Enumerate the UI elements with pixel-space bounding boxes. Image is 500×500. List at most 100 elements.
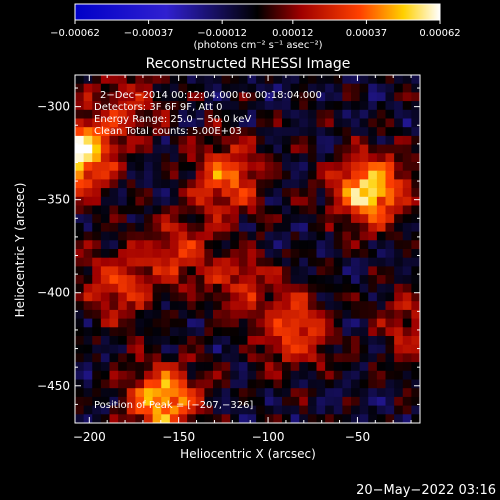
heatmap-cell: [368, 127, 378, 137]
heatmap-cell: [256, 109, 266, 120]
heatmap-cell: [359, 179, 369, 189]
heatmap-cell: [394, 301, 404, 311]
heatmap-cell: [109, 205, 119, 215]
heatmap-cell: [299, 344, 309, 354]
heatmap-cell: [83, 388, 93, 398]
heatmap-cell: [187, 301, 197, 311]
heatmap-cell: [256, 240, 266, 250]
heatmap-cell: [178, 179, 188, 189]
heatmap-cell: [135, 275, 145, 285]
heatmap-cell: [273, 249, 283, 259]
heatmap-cell: [178, 92, 188, 102]
heatmap-cell: [187, 318, 197, 328]
heatmap-cell: [126, 153, 136, 163]
heatmap-cell: [307, 75, 318, 85]
heatmap-cell: [394, 283, 404, 294]
heatmap-cell: [152, 162, 162, 172]
heatmap-cell: [411, 162, 420, 172]
heatmap-cell: [402, 370, 412, 381]
heatmap-cell: [118, 336, 128, 346]
heatmap-cell: [75, 179, 85, 189]
heatmap-cell: [411, 275, 420, 285]
heatmap-cell: [368, 170, 378, 180]
heatmap-cell: [264, 101, 274, 111]
heatmap-cell: [290, 344, 300, 354]
heatmap-cell: [316, 188, 326, 198]
heatmap-cell: [394, 275, 404, 285]
heatmap-cell: [256, 162, 266, 172]
heatmap-cell: [307, 109, 318, 120]
heatmap-cell: [204, 127, 214, 137]
heatmap-cell: [118, 75, 128, 85]
heatmap-cell: [230, 222, 240, 233]
heatmap-cell: [109, 214, 119, 224]
heatmap-cell: [385, 127, 395, 137]
heatmap-cell: [411, 405, 420, 415]
heatmap-cell: [256, 336, 266, 346]
heatmap-cell: [161, 214, 171, 224]
heatmap-cell: [376, 336, 387, 346]
heatmap-cell: [152, 170, 162, 180]
heatmap-cell: [247, 196, 257, 207]
heatmap-cell: [100, 388, 111, 398]
heatmap-cell: [204, 318, 214, 328]
heatmap-cell: [126, 275, 136, 285]
heatmap-cell: [100, 249, 111, 259]
heatmap-cell: [238, 222, 249, 233]
heatmap-cell: [394, 170, 404, 180]
heatmap-cell: [333, 353, 343, 363]
heatmap-cell: [152, 257, 162, 267]
heatmap-cell: [342, 188, 352, 198]
heatmap-cell: [402, 266, 412, 276]
heatmap-cell: [402, 196, 412, 207]
heatmap-cell: [144, 327, 154, 337]
heatmap-cell: [411, 414, 420, 423]
heatmap-cell: [282, 379, 292, 389]
heatmap-cell: [135, 188, 145, 198]
heatmap-cell: [109, 135, 119, 146]
heatmap-cell: [256, 75, 266, 85]
heatmap-cell: [92, 249, 102, 259]
timestamp: 20−May−2022 03:16: [356, 483, 496, 498]
heatmap-cell: [161, 153, 171, 163]
heatmap-cell: [290, 92, 300, 102]
heatmap-cell: [230, 336, 240, 346]
heatmap-cell: [213, 214, 223, 224]
heatmap-cell: [394, 379, 404, 389]
heatmap-cell: [109, 109, 119, 120]
heatmap-cell: [83, 83, 93, 93]
heatmap-cell: [144, 118, 154, 128]
heatmap-cell: [204, 275, 214, 285]
heatmap-cell: [169, 205, 180, 215]
heatmap-cell: [230, 162, 240, 172]
heatmap-cell: [230, 179, 240, 189]
heatmap-cell: [126, 188, 136, 198]
heatmap-cell: [100, 362, 111, 372]
heatmap-cell: [376, 318, 387, 328]
heatmap-cell: [161, 292, 171, 302]
heatmap-cell: [402, 170, 412, 180]
heatmap-cell: [169, 101, 180, 111]
heatmap-cell: [83, 109, 93, 120]
heatmap-cell: [247, 144, 257, 154]
heatmap-cell: [187, 257, 197, 267]
heatmap-cell: [83, 414, 93, 423]
heatmap-cell: [273, 283, 283, 294]
heatmap-cell: [100, 370, 111, 381]
heatmap-cell: [299, 75, 309, 85]
heatmap-cell: [282, 109, 292, 120]
heatmap-cell: [299, 318, 309, 328]
heatmap-cell: [299, 396, 309, 407]
heatmap-cell: [100, 396, 111, 407]
heatmap-cell: [187, 240, 197, 250]
heatmap-cell: [342, 292, 352, 302]
heatmap-cell: [187, 414, 197, 423]
heatmap-cell: [376, 249, 387, 259]
heatmap-cell: [109, 196, 119, 207]
heatmap-cell: [247, 249, 257, 259]
heatmap-cell: [342, 249, 352, 259]
heatmap-cell: [333, 318, 343, 328]
heatmap-cell: [169, 362, 180, 372]
heatmap-cell: [187, 83, 197, 93]
heatmap-cell: [169, 83, 180, 93]
